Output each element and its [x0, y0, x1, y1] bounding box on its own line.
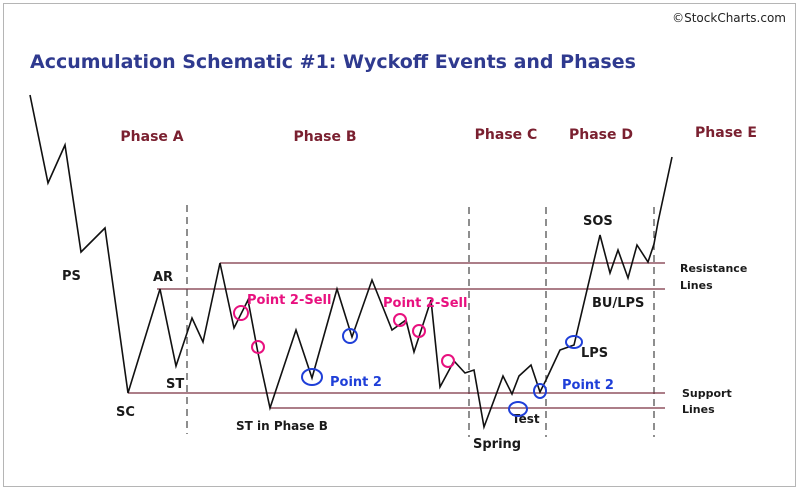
- buy-marker-5: [565, 335, 583, 349]
- resistance-lines-label: Lines: [680, 279, 713, 292]
- event-test-label: Test: [512, 412, 540, 426]
- point2-label-2: Point 2: [562, 378, 614, 393]
- phase-c-label: Phase C: [475, 127, 538, 143]
- diagram-title: Accumulation Schematic #1: Wyckoff Event…: [30, 51, 636, 73]
- phase-e-label: Phase E: [695, 125, 757, 141]
- buy-marker-4: [533, 383, 547, 399]
- event-spring-label: Spring: [473, 437, 521, 452]
- phase-b-label: Phase B: [293, 129, 356, 145]
- event-ar-label: AR: [153, 270, 173, 285]
- buy-marker-2: [342, 328, 358, 344]
- support-lines-label: Lines: [682, 403, 715, 416]
- event-sos-label: SOS: [583, 214, 613, 229]
- point2-sell-label-2: Point 2-Sell: [383, 296, 467, 311]
- phase-d-label: Phase D: [569, 127, 633, 143]
- event-ps-label: PS: [62, 269, 81, 284]
- point2-sell-label-1: Point 2-Sell: [247, 293, 331, 308]
- phase-a-label: Phase A: [120, 129, 183, 145]
- buy-marker-1: [301, 368, 323, 386]
- event-bu-lps-label: BU/LPS: [592, 296, 644, 311]
- sell-marker-3: [393, 313, 407, 327]
- sell-marker-2: [251, 340, 265, 354]
- buy-marker-3: [508, 401, 528, 417]
- sell-marker-5: [441, 354, 455, 368]
- point2-label-1: Point 2: [330, 375, 382, 390]
- event-sc-label: SC: [116, 405, 135, 420]
- event-st-phase-b-label: ST in Phase B: [236, 419, 328, 433]
- chart-frame: [3, 3, 796, 487]
- support-label: Support: [682, 387, 732, 400]
- resistance-label: Resistance: [680, 262, 747, 275]
- watermark: ©StockCharts.com: [672, 11, 786, 25]
- sell-marker-4: [412, 324, 426, 338]
- sell-marker-1: [233, 305, 249, 321]
- event-st-label: ST: [166, 377, 184, 392]
- event-lps-label: LPS: [581, 346, 608, 361]
